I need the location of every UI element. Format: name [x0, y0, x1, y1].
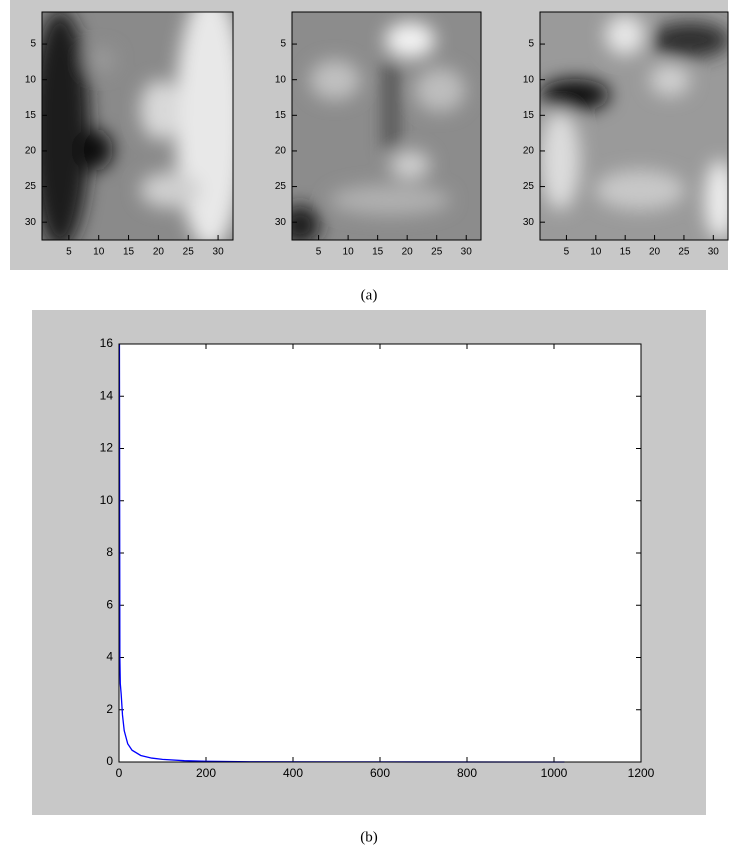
- y-tick-label: 30: [523, 217, 535, 228]
- y-tick-label: 25: [25, 181, 37, 192]
- axes-box: [118, 343, 642, 763]
- y-tick-label: 4: [106, 650, 113, 664]
- y-tick-label: 0: [106, 754, 113, 768]
- y-tick-label: 2: [106, 702, 113, 716]
- y-tick-label: 5: [280, 39, 286, 50]
- x-tick-label: 25: [183, 247, 195, 258]
- y-tick-label: 5: [528, 39, 534, 50]
- axes-box: [291, 11, 482, 241]
- x-tick-label: 600: [370, 766, 390, 780]
- caption: (a): [361, 287, 378, 303]
- x-tick-label: 10: [590, 247, 602, 258]
- y-tick-label: 15: [275, 110, 287, 121]
- y-tick-label: 30: [275, 217, 287, 228]
- y-tick-label: 10: [523, 74, 535, 85]
- axes-box: [539, 11, 729, 241]
- x-tick-label: 30: [708, 247, 720, 258]
- caption: (b): [360, 829, 378, 845]
- y-tick-label: 20: [275, 146, 287, 157]
- y-tick-label: 20: [523, 146, 535, 157]
- x-tick-label: 25: [678, 247, 690, 258]
- y-tick-label: 6: [106, 597, 113, 611]
- y-tick-label: 5: [30, 39, 36, 50]
- face-image: [42, 12, 233, 240]
- y-tick-label: 15: [523, 110, 535, 121]
- y-tick-label: 25: [275, 181, 287, 192]
- x-tick-label: 25: [431, 247, 443, 258]
- y-tick-label: 12: [100, 441, 114, 455]
- x-tick-label: 1000: [541, 766, 568, 780]
- axes-box: [41, 11, 234, 241]
- y-tick-label: 8: [106, 545, 113, 559]
- x-tick-label: 30: [213, 247, 225, 258]
- y-tick-label: 14: [100, 388, 114, 402]
- x-tick-label: 20: [649, 247, 661, 258]
- x-tick-label: 0: [116, 766, 123, 780]
- face-image: [540, 12, 728, 240]
- x-tick-label: 5: [564, 247, 570, 258]
- y-tick-label: 16: [100, 336, 114, 350]
- x-tick-label: 15: [620, 247, 632, 258]
- x-tick-label: 15: [123, 247, 135, 258]
- x-tick-label: 10: [343, 247, 355, 258]
- y-tick-label: 20: [25, 146, 37, 157]
- x-tick-label: 1200: [628, 766, 655, 780]
- x-tick-label: 800: [457, 766, 477, 780]
- x-tick-label: 15: [372, 247, 384, 258]
- y-tick-label: 30: [25, 217, 37, 228]
- x-tick-label: 400: [283, 766, 303, 780]
- y-tick-label: 10: [25, 74, 37, 85]
- x-tick-label: 20: [153, 247, 165, 258]
- x-tick-label: 30: [461, 247, 473, 258]
- y-tick-label: 15: [25, 110, 37, 121]
- y-tick-label: 25: [523, 181, 535, 192]
- x-tick-label: 20: [402, 247, 414, 258]
- plot-area: [119, 344, 641, 762]
- x-tick-label: 10: [93, 247, 105, 258]
- x-tick-label: 200: [196, 766, 216, 780]
- x-tick-label: 5: [316, 247, 322, 258]
- y-tick-label: 10: [275, 74, 287, 85]
- y-tick-label: 10: [100, 493, 114, 507]
- x-tick-label: 5: [66, 247, 72, 258]
- face-image: [292, 12, 481, 240]
